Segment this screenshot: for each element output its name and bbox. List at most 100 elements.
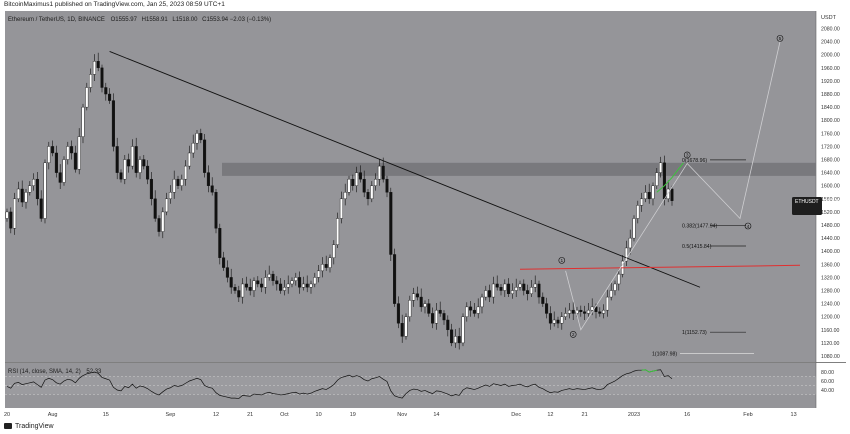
candle-body: [507, 283, 511, 294]
wave-label: 2: [572, 332, 575, 338]
price-tick-label: 1200.00: [821, 315, 840, 321]
wave-label: 5: [779, 36, 782, 42]
time-tick-label: 10: [316, 412, 322, 418]
price-tick-label: 2000.00: [821, 53, 840, 59]
candle-body: [385, 178, 389, 193]
candle-body: [404, 316, 408, 337]
candle-body: [362, 178, 366, 193]
candle-body: [187, 152, 191, 167]
candle-body: [32, 178, 36, 186]
candle-body: [560, 316, 564, 324]
price-tick-label: 2040.00: [821, 40, 840, 46]
candle-body: [643, 192, 647, 200]
candle-body: [491, 283, 495, 298]
candle-body: [617, 273, 621, 285]
close-value: 1553.94 −2.03 (−0.13%): [206, 17, 271, 23]
candle-body: [583, 311, 587, 314]
publish-caption: BitcoinMaximus1 published on TradingView…: [4, 1, 225, 8]
candle-body: [666, 188, 670, 200]
rsi-line: [6, 369, 673, 399]
time-tick-label: Nov: [397, 412, 407, 418]
candle-body: [222, 257, 226, 268]
candle-body: [358, 172, 362, 180]
drawings: [109, 41, 801, 331]
wave-label: 1: [560, 258, 563, 264]
candle-body: [47, 146, 51, 164]
candle-body: [210, 185, 214, 193]
time-tick-label: 16: [684, 412, 690, 418]
candle-body: [43, 162, 47, 219]
wave-label-circle: [776, 35, 784, 42]
price-tick-label: 1760.00: [821, 131, 840, 137]
candle-body: [396, 303, 400, 324]
candle-body: [138, 159, 142, 173]
candle-body: [499, 287, 503, 291]
candle-body: [526, 290, 530, 294]
time-tick-label: 14: [433, 412, 439, 418]
candle-body: [233, 287, 237, 291]
price-tick-label: 1480.00: [821, 223, 840, 229]
candle-body: [199, 133, 203, 141]
candle-body: [556, 319, 560, 324]
candle-body: [279, 283, 283, 291]
candle-body: [613, 283, 617, 291]
candle-body: [624, 247, 628, 262]
time-axis[interactable]: [5, 408, 846, 421]
resistance-zone-band: [222, 162, 816, 176]
fib-level-label: 0(1678.96): [682, 158, 707, 164]
time-tick-label: 2023: [628, 412, 640, 418]
candle-body: [484, 290, 488, 298]
candle-body: [564, 313, 568, 317]
price-tick-label: 1960.00: [821, 66, 840, 72]
candle-body: [85, 87, 89, 108]
candle-body: [408, 300, 412, 317]
last-price-symbol: ETHUSDT: [795, 199, 819, 205]
candle-body: [24, 192, 28, 203]
rsi-tick-label: 40.00: [821, 388, 834, 394]
time-tick-label: Feb: [743, 412, 752, 418]
candle-body: [632, 218, 636, 239]
candle-body: [271, 273, 275, 281]
candle-body: [20, 188, 24, 203]
last-price-label: ETHUSDT 1553.94 16:00:50: [792, 197, 843, 215]
candle-body: [70, 146, 74, 154]
candle-body: [670, 188, 674, 201]
candle-body: [545, 303, 549, 314]
candle-body: [598, 311, 602, 314]
fib-level-label: 1(1152.73): [682, 330, 707, 336]
candle-body: [267, 273, 271, 278]
candle-body: [66, 146, 70, 160]
candle-body: [400, 323, 404, 337]
candle-body: [567, 309, 571, 314]
time-tick-label: 20: [4, 412, 10, 418]
candle-body: [294, 277, 298, 281]
candle-body: [476, 306, 480, 314]
candle-body: [127, 159, 131, 167]
candle-body: [628, 237, 632, 249]
price-tick-label: 1080.00: [821, 354, 840, 360]
candle-body: [115, 146, 119, 173]
candle-body: [647, 192, 651, 200]
candle-body: [206, 172, 210, 186]
wave-projection: [565, 41, 781, 331]
price-tick-label: 1320.00: [821, 275, 840, 281]
candle-body: [537, 283, 541, 298]
wave-label: 4: [747, 224, 750, 230]
candle-body: [241, 283, 245, 298]
candle-body: [92, 61, 96, 75]
candle-body: [503, 283, 507, 291]
wave-3-highlight: [656, 162, 684, 193]
candle-body: [366, 192, 370, 200]
symbol-legend: Ethereum / TetherUS, 1D, BINANCE O1555.9…: [8, 17, 271, 23]
candle-body: [180, 178, 184, 186]
candle-body: [640, 198, 644, 206]
wave-label-circle: [558, 257, 566, 264]
candle-body: [282, 287, 286, 291]
candle-body: [298, 277, 302, 288]
high-value: 1558.91: [146, 17, 168, 23]
descending-trendline: [109, 51, 701, 288]
candle-body: [81, 106, 85, 137]
price-tick-label: 1640.00: [821, 171, 840, 177]
resistance-zone: [222, 162, 816, 176]
